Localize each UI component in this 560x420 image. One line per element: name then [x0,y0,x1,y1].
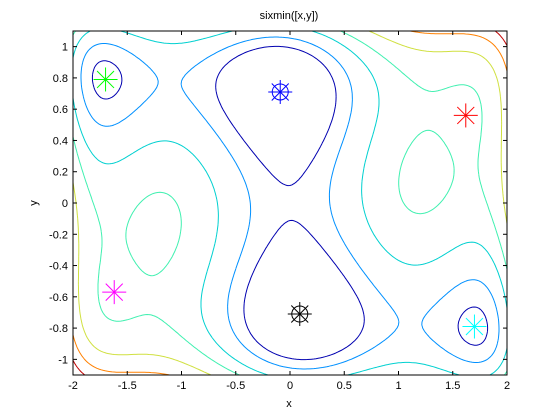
x-tick-label: 1 [395,380,401,392]
x-axis-label: x [286,398,292,410]
contour-line [80,36,500,370]
marker-stroke [456,106,475,125]
y-tick-label: 0.2 [53,167,68,179]
y-tick-label: 1 [62,42,68,54]
y-tick-label: 0.4 [53,135,68,147]
y-tick-label: -0.4 [49,261,68,273]
marker [462,314,487,339]
contour-line [73,31,507,375]
y-tick-label: 0.6 [53,104,68,116]
x-tick-label: -0.5 [226,380,245,392]
x-tick-label: 0 [287,380,293,392]
contours [73,31,507,375]
contour-line [91,45,489,361]
marker [268,79,293,104]
marker-stroke [465,317,484,336]
x-tick-label: -2 [68,380,78,392]
marker-circle [271,83,289,101]
x-tick-label: -1 [177,380,187,392]
marker-stroke [105,283,124,301]
x-tick-label: 2 [504,380,510,392]
contour-line [73,31,507,375]
x-tick-label: 0.5 [337,380,352,392]
marker-stroke [96,70,115,89]
marker [93,67,118,92]
marker [102,280,127,305]
y-tick-label: 0 [62,198,68,210]
y-tick-label: -1 [58,354,68,366]
marker-circle [291,305,309,323]
x-tick-label: 1.5 [445,380,460,392]
y-tick-label: -0.8 [49,323,68,335]
contour-line [73,31,507,375]
marker [453,103,478,128]
y-tick-label: -0.2 [49,229,68,241]
contour-line [73,31,507,375]
y-axis-label: y [28,200,40,206]
chart-title: sixmin([x,y]) [260,10,319,22]
marker [287,302,312,327]
y-tick-label: -0.6 [49,292,68,304]
x-tick-label: -1.5 [118,380,137,392]
y-tick-label: 0.8 [53,73,68,85]
